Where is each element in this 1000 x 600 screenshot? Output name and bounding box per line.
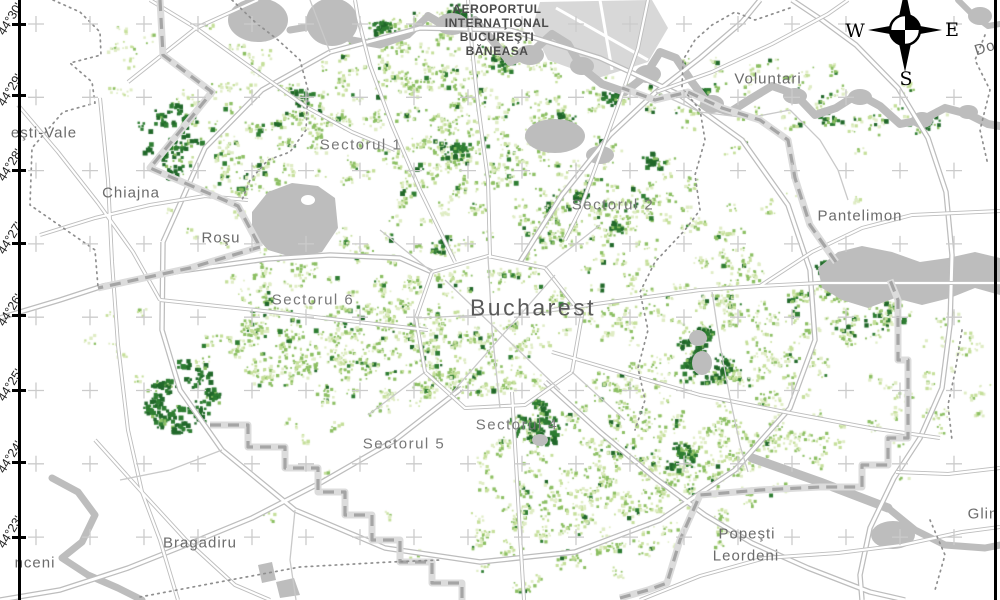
sector-label: Sectorul 1 [319,136,403,154]
latitude-tick [12,169,26,172]
latitude-tick [12,461,26,464]
place-label: Chiajna [102,184,160,202]
compass-east-label: E [945,19,959,41]
latitude-tick [12,94,26,97]
commune-boundaries [29,0,991,598]
place-label: nceni [14,554,56,572]
place-label: eşti-Vale [10,124,78,142]
compass-rose-icon [868,0,942,72]
airport-label-line: BUCUREŞTI [459,30,535,44]
airport-label: AEROPORTUL INTERNAŢIONAL BUCUREŞTI BĂNEA… [445,2,550,58]
left-neatline [18,0,21,600]
place-label: Glin [967,505,999,523]
place-label: Leordeni [712,547,780,565]
sector-label: Sectorul 2 [571,196,655,214]
airport-label-line: BĂNEASA [465,44,529,58]
place-label: Pantelimon [817,207,903,225]
place-label: Voluntari [734,70,802,88]
place-label: Roşu [201,229,241,247]
city-boundary [97,0,912,600]
sector-label: Sectorul 4 [475,416,559,434]
right-neatline [994,0,997,600]
place-label: Bragadiru [162,534,238,552]
compass-west-label: W [845,20,865,42]
city-name-label: Bucharest [469,294,597,321]
airport-label-line: AEROPORTUL [452,2,542,16]
airport-label-line: INTERNAŢIONAL [444,16,550,30]
latitude-tick [12,242,26,245]
latitude-tick [12,389,26,392]
compass-south-label: S [899,68,913,90]
sector-label: Sectorul 5 [362,435,446,453]
sector-label: Sectorul 6 [271,291,355,309]
latitude-tick [12,536,26,539]
graticule-crosses [28,16,962,546]
latitude-tick [12,23,26,26]
place-label: Popeşti [718,525,776,543]
latitude-tick [12,314,26,317]
